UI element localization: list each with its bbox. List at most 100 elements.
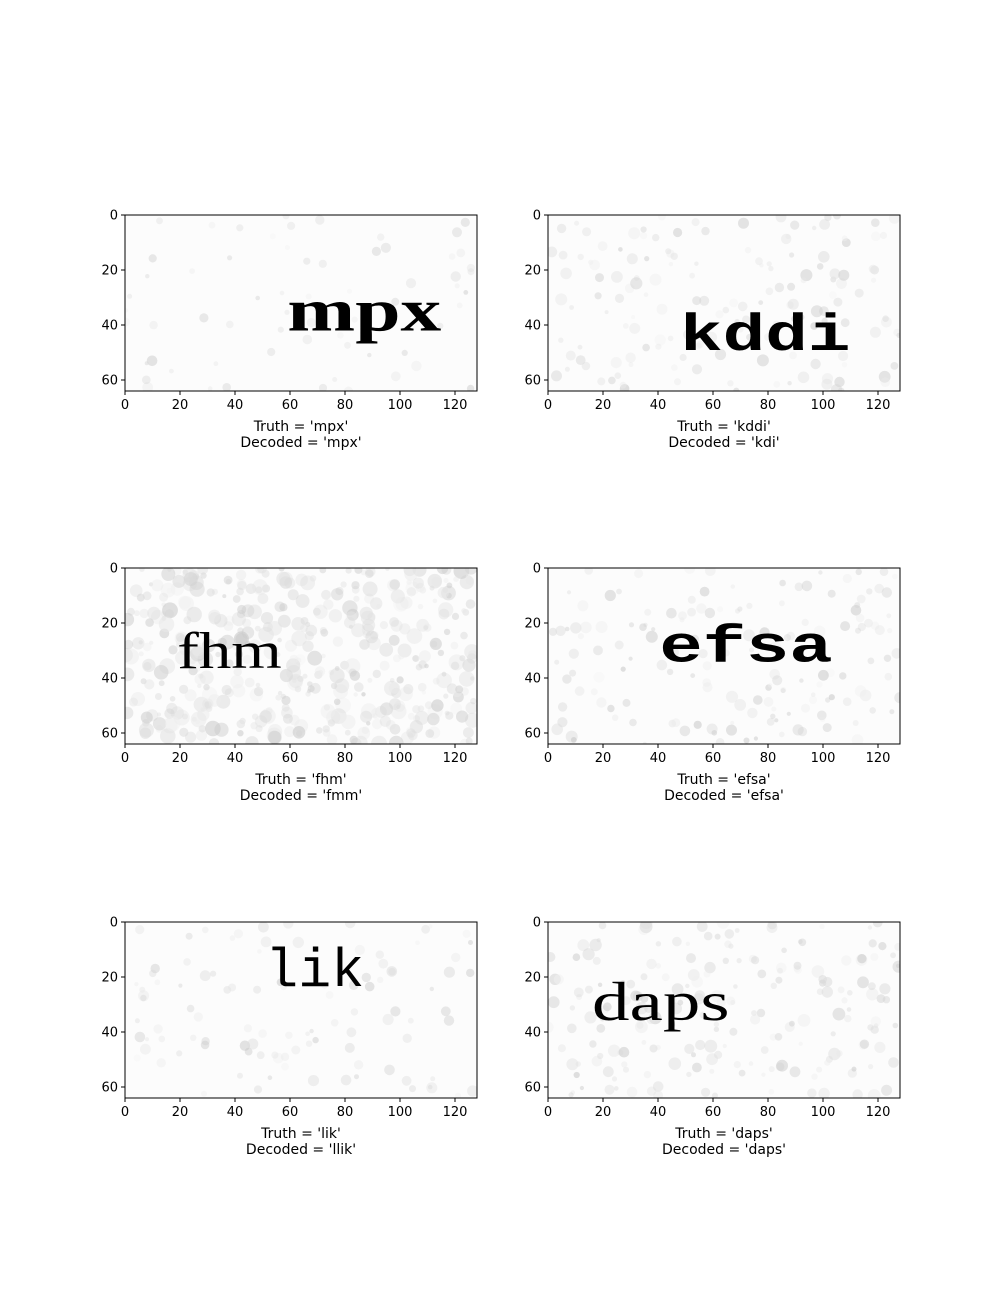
- noise-speckle: [749, 647, 755, 653]
- noise-speckle: [668, 1057, 682, 1070]
- noise-speckle: [347, 288, 352, 294]
- x-tick-label: 80: [337, 398, 354, 413]
- noise-speckle: [851, 734, 864, 744]
- noise-speckle: [360, 336, 366, 341]
- noise-speckle: [717, 606, 724, 613]
- noise-speckle: [267, 1075, 273, 1080]
- noise-speckle: [379, 660, 390, 671]
- noise-speckle: [259, 710, 272, 723]
- noise-speckle: [305, 1031, 310, 1037]
- noise-speckle: [348, 980, 359, 990]
- noise-speckle: [443, 578, 449, 583]
- noise-speckle: [699, 295, 710, 306]
- noise-speckle: [330, 682, 338, 690]
- noise-speckle: [443, 966, 455, 978]
- noise-speckle: [359, 639, 370, 650]
- x-tick-label: 100: [388, 398, 413, 413]
- noise-speckle: [668, 719, 677, 728]
- noise-speckle: [279, 290, 285, 296]
- noise-speckle: [289, 654, 299, 664]
- noise-speckle: [565, 350, 576, 361]
- noise-speckle: [390, 703, 407, 720]
- noise-speckle: [414, 710, 429, 725]
- noise-speckle: [817, 710, 827, 721]
- noise-speckle: [592, 956, 601, 965]
- noise-speckle: [286, 658, 301, 673]
- noise-speckle: [666, 607, 677, 619]
- noise-speckle: [225, 659, 234, 668]
- noise-speckle: [737, 301, 748, 312]
- noise-speckle: [190, 1034, 197, 1042]
- noise-speckle: [379, 642, 394, 657]
- noise-speckle: [816, 988, 824, 995]
- caption-decoded: Decoded = 'efsa': [664, 788, 784, 804]
- noise-speckle: [775, 976, 783, 984]
- noise-speckle: [818, 669, 829, 681]
- noise-speckle: [642, 741, 647, 744]
- noise-speckle: [774, 282, 785, 293]
- noise-speckle: [841, 238, 851, 248]
- noise-speckle: [312, 1036, 319, 1044]
- noise-speckle: [406, 727, 413, 734]
- noise-speckle: [436, 568, 449, 575]
- noise-speckle: [722, 649, 730, 657]
- noise-speckle: [455, 1092, 461, 1098]
- noise-speckle: [354, 568, 363, 574]
- noise-speckle: [297, 675, 304, 682]
- noise-speckle: [855, 568, 862, 576]
- noise-speckle: [249, 688, 264, 702]
- noise-speckle: [208, 738, 220, 744]
- x-tick-label: 0: [544, 1105, 552, 1120]
- x-tick-label: 0: [544, 398, 552, 413]
- noise-speckle: [626, 253, 638, 265]
- noise-speckle: [222, 383, 231, 391]
- noise-speckle: [337, 332, 344, 339]
- noise-speckle: [774, 1033, 783, 1041]
- noise-speckle: [343, 968, 350, 975]
- x-tick-label: 20: [172, 1105, 189, 1120]
- noise-speckle: [386, 966, 398, 977]
- noise-speckle: [393, 654, 401, 663]
- noise-speckle: [584, 985, 593, 994]
- noise-speckle: [183, 958, 191, 966]
- noise-speckle: [462, 929, 471, 938]
- noise-speckle: [202, 926, 209, 934]
- noise-speckle: [379, 715, 391, 727]
- axes-frame: [124, 921, 478, 1099]
- noise-speckle: [715, 310, 724, 319]
- noise-speckle: [691, 364, 703, 375]
- noise-speckle: [292, 726, 306, 739]
- noise-speckle: [868, 939, 877, 948]
- noise-speckle: [833, 297, 843, 307]
- noise-speckle: [359, 606, 373, 620]
- noise-speckle: [446, 582, 453, 589]
- noise-speckle: [417, 705, 425, 712]
- noise-speckle: [430, 1076, 436, 1082]
- noise-speckle: [361, 623, 374, 636]
- noise-speckle: [377, 233, 385, 241]
- noise-speckle: [568, 1092, 574, 1098]
- panel-daps: daps 0 20 40 60 80 100 120 0 20 40 60 Truth = 'daps'…: [524, 916, 901, 1158]
- noise-speckle: [255, 295, 260, 301]
- noise-speckle: [316, 727, 323, 734]
- noise-speckle: [466, 263, 475, 273]
- noise-speckle: [215, 651, 221, 658]
- noise-speckle: [569, 1005, 576, 1011]
- noise-speckle: [379, 621, 388, 630]
- noise-speckle: [357, 726, 371, 740]
- noise-speckle: [450, 661, 460, 670]
- noise-speckle: [258, 1029, 267, 1038]
- noise-speckle: [597, 1052, 604, 1060]
- noise-speckle: [367, 612, 376, 622]
- noise-speckle: [291, 630, 307, 647]
- noise-speckle: [801, 580, 813, 592]
- noise-speckle: [419, 586, 427, 594]
- noise-speckle: [655, 343, 662, 350]
- noise-speckle: [284, 309, 290, 315]
- noise-speckle: [766, 922, 778, 933]
- noise-speckle: [582, 948, 595, 961]
- noise-speckle: [855, 613, 865, 623]
- noise-speckle: [656, 659, 668, 671]
- noise-speckle: [854, 685, 867, 697]
- noise-speckle: [344, 658, 361, 675]
